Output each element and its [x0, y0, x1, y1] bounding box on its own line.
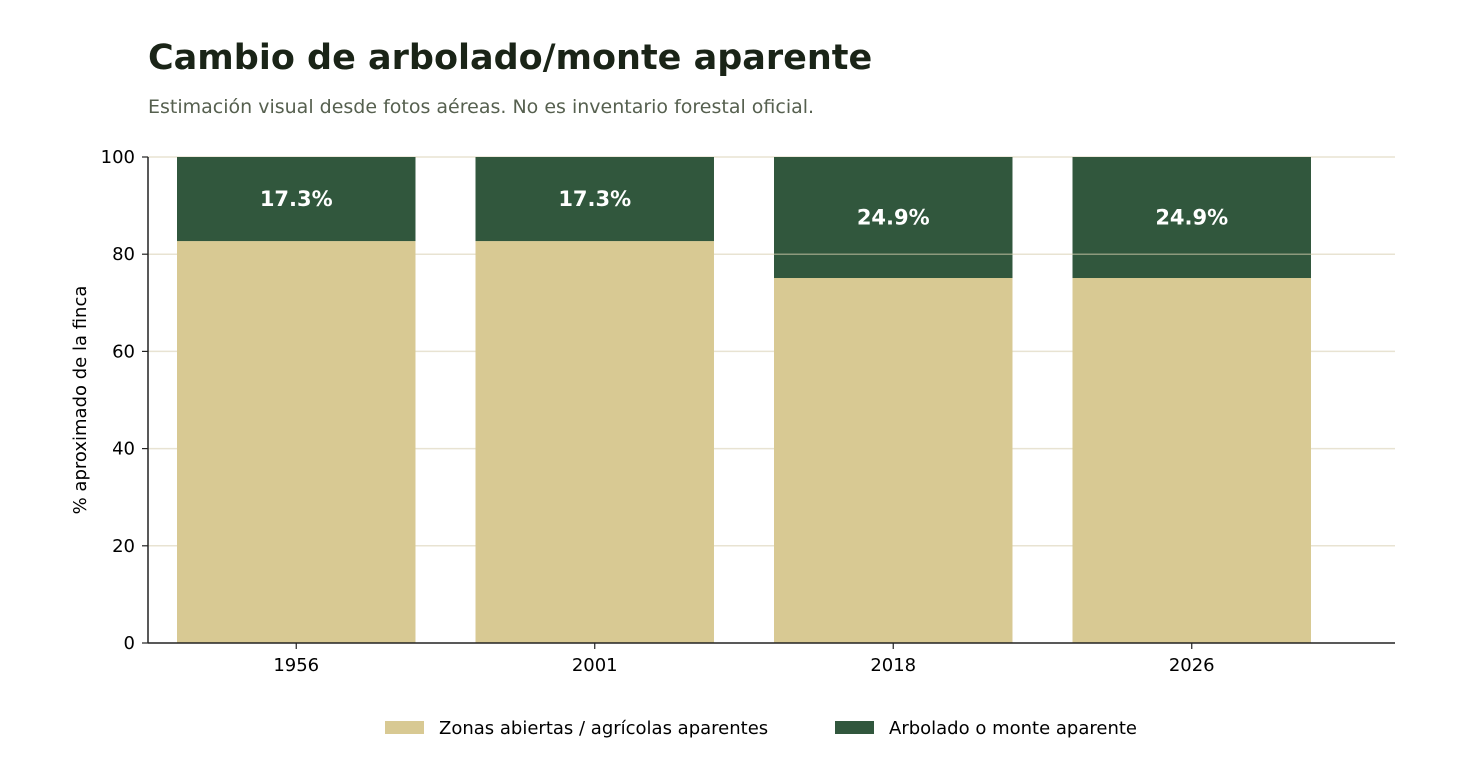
- bar-woodland-2001: [475, 157, 714, 242]
- legend-label: Zonas abiertas / agrícolas aparentes: [439, 718, 768, 739]
- bar-value-labels: 17.3% 17.3% 24.9% 24.9%: [260, 187, 1228, 229]
- x-tick-label: 1956: [273, 655, 319, 676]
- bar-value-label: 24.9%: [1155, 206, 1228, 230]
- legend-swatch: [385, 721, 424, 734]
- axes: 0 20 40 60 80 100 1956 2001 2018 2026: [101, 147, 1395, 676]
- y-tick-label: 100: [101, 147, 135, 168]
- legend: Zonas abiertas / agrícolas aparentes Arbo…: [385, 718, 1137, 739]
- chart-title: Cambio de arbolado/monte aparente: [148, 38, 873, 78]
- legend-swatch: [835, 721, 874, 734]
- bar-value-label: 17.3%: [558, 187, 631, 211]
- bar-open-area-2001: [475, 241, 714, 643]
- bar-open-area-1956: [177, 241, 416, 643]
- x-tick-label: 2018: [870, 655, 916, 676]
- bar-open-area-2018: [774, 278, 1013, 643]
- y-tick-label: 40: [112, 439, 135, 460]
- bars: [177, 157, 1311, 643]
- bar-woodland-1956: [177, 157, 416, 242]
- x-tick-label: 2026: [1169, 655, 1215, 676]
- x-tick-label: 2001: [572, 655, 618, 676]
- y-tick-label: 20: [112, 536, 135, 557]
- bar-value-label: 24.9%: [857, 206, 930, 230]
- legend-label: Arbolado o monte aparente: [889, 718, 1137, 739]
- y-tick-label: 0: [124, 633, 135, 654]
- y-tick-label: 60: [112, 341, 135, 362]
- y-axis-title: % aproximado de la finca: [70, 286, 91, 515]
- bar-value-label: 17.3%: [260, 187, 333, 211]
- bar-woodland-2026: [1072, 157, 1311, 279]
- y-tick-label: 80: [112, 244, 135, 265]
- chart-subtitle: Estimación visual desde fotos aéreas. No…: [148, 96, 815, 118]
- bar-open-area-2026: [1072, 278, 1311, 643]
- bar-woodland-2018: [774, 157, 1013, 279]
